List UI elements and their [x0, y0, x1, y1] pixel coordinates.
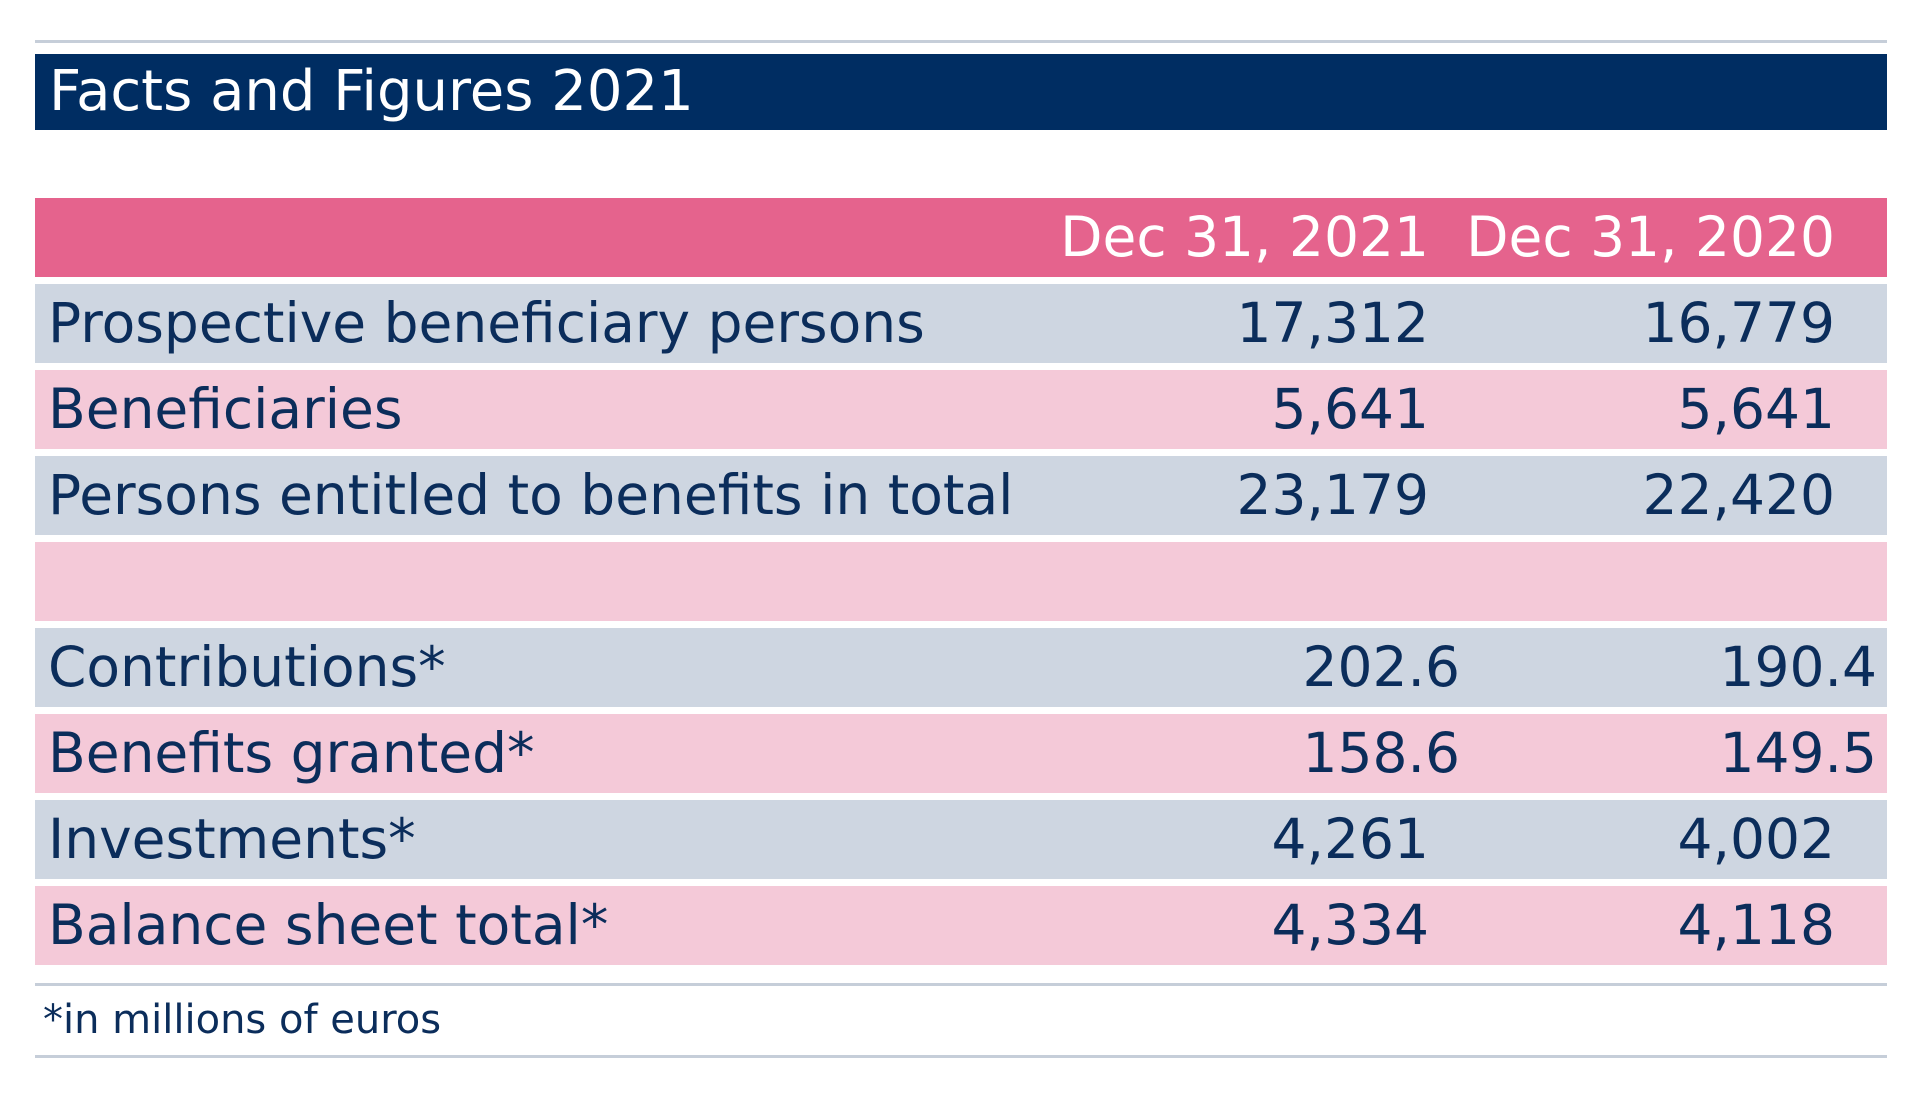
- row-label: Prospective beneficiary persons: [48, 291, 925, 355]
- table-row: Persons entitled to benefits in total 23…: [35, 456, 1887, 535]
- cell-2020: 149.5: [1719, 721, 1877, 785]
- row-label: Contributions*: [48, 635, 446, 699]
- cell-2021: 23,179: [1236, 463, 1429, 527]
- cell-2021: 202.6: [1302, 635, 1460, 699]
- table-row-spacer: [35, 542, 1887, 621]
- table-row: Balance sheet total* 4,334 4,118: [35, 886, 1887, 965]
- row-label: Investments*: [48, 807, 416, 871]
- top-rule: [35, 40, 1887, 43]
- page-title: Facts and Figures 2021: [49, 59, 694, 124]
- title-bar: Facts and Figures 2021: [35, 54, 1887, 130]
- row-label: Beneficiaries: [48, 377, 403, 441]
- cell-2021: 158.6: [1302, 721, 1460, 785]
- column-header-2020: Dec 31, 2020: [1466, 205, 1835, 269]
- cell-2020: 22,420: [1642, 463, 1835, 527]
- cell-2020: 5,641: [1677, 377, 1835, 441]
- footnote-top-rule: [35, 983, 1887, 986]
- table-row: Investments* 4,261 4,002: [35, 800, 1887, 879]
- cell-2020: 4,118: [1677, 893, 1835, 957]
- footnote: *in millions of euros: [43, 997, 442, 1043]
- table-row: Beneficiaries 5,641 5,641: [35, 370, 1887, 449]
- table-row: Prospective beneficiary persons 17,312 1…: [35, 284, 1887, 363]
- cell-2021: 4,261: [1271, 807, 1429, 871]
- row-label: Persons entitled to benefits in total: [48, 463, 1014, 527]
- table-row: Contributions* 202.6 190.4: [35, 628, 1887, 707]
- bottom-rule: [35, 1055, 1887, 1058]
- cell-2020: 16,779: [1642, 291, 1835, 355]
- cell-2020: 190.4: [1719, 635, 1877, 699]
- table-row: Benefits granted* 158.6 149.5: [35, 714, 1887, 793]
- column-header-2021: Dec 31, 2021: [1060, 205, 1429, 269]
- table-header-row: Dec 31, 2021 Dec 31, 2020: [35, 198, 1887, 277]
- cell-2020: 4,002: [1677, 807, 1835, 871]
- cell-2021: 5,641: [1271, 377, 1429, 441]
- row-label: Balance sheet total*: [48, 893, 609, 957]
- cell-2021: 17,312: [1236, 291, 1429, 355]
- cell-2021: 4,334: [1271, 893, 1429, 957]
- row-label: Benefits granted*: [48, 721, 535, 785]
